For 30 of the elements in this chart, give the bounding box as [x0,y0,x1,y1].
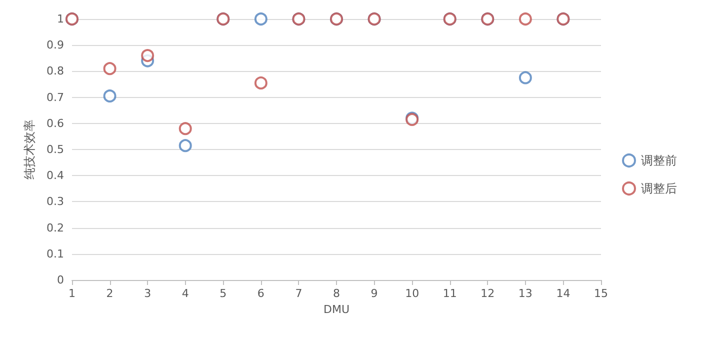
y-tick-label: 0.7 [46,90,64,104]
x-tick-label: 5 [220,287,227,300]
y-tick-label: 0.2 [46,221,64,234]
legend-label: 调整前 [641,154,677,168]
x-tick-label: 8 [333,287,340,300]
x-tick-label: 6 [257,287,264,300]
x-tick-label: 3 [144,287,152,300]
x-tick-label: 14 [556,287,570,300]
x-tick-label: 15 [594,287,608,300]
legend-label: 调整后 [641,182,677,196]
x-axis-title: DMU [323,302,350,316]
y-tick-label: 0.6 [46,116,64,130]
x-tick-label: 11 [442,287,457,300]
y-tick-label: 0.3 [46,195,64,208]
y-tick-label: 1 [57,12,64,26]
y-tick-label: 0.8 [46,64,64,78]
x-tick-label: 4 [182,287,189,300]
x-tick-label: 7 [295,287,302,300]
y-tick-label: 0 [57,274,64,286]
y-axis-title: 纯技术效率 [22,120,37,180]
y-tick-label: 0.1 [46,247,64,260]
y-tick-label: 0.9 [46,38,64,52]
x-tick-label: 10 [405,287,420,300]
x-tick-label: 9 [370,287,378,300]
x-tick-label: 12 [480,287,495,300]
y-tick-label: 0.4 [46,169,64,182]
x-tick-label: 13 [518,287,532,300]
x-tick-label: 2 [106,287,114,300]
x-tick-label: 1 [68,287,76,300]
y-tick-label: 0.5 [46,143,64,156]
